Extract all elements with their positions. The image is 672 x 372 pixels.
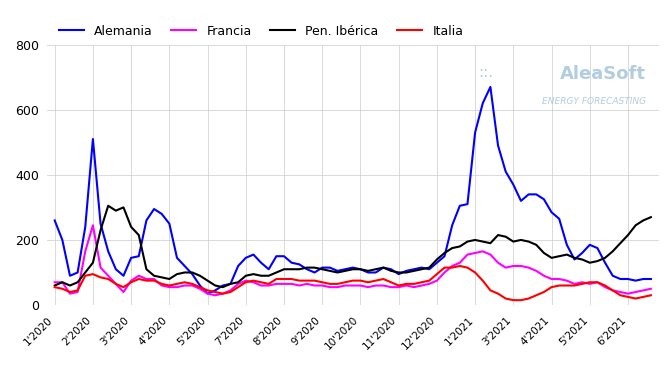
Line: Alemania: Alemania	[54, 87, 651, 294]
Francia	[204, 291, 212, 296]
Alemania	[196, 283, 204, 288]
Pen. Ibérica	[501, 234, 509, 239]
Line: Italia: Italia	[54, 266, 651, 300]
Alemania	[50, 218, 58, 222]
Text: ENERGY FORECASTING: ENERGY FORECASTING	[542, 97, 646, 106]
Text: AleaSoft: AleaSoft	[560, 65, 646, 83]
Francia	[647, 286, 655, 291]
Alemania	[303, 267, 311, 272]
Italia	[647, 293, 655, 298]
Italia	[509, 298, 517, 302]
Pen. Ibérica	[219, 285, 227, 289]
Line: Pen. Ibérica: Pen. Ibérica	[54, 206, 651, 287]
Pen. Ibérica	[204, 278, 212, 283]
Alemania	[219, 283, 227, 288]
Francia	[226, 288, 235, 293]
Pen. Ibérica	[303, 265, 311, 270]
Italia	[211, 290, 219, 294]
Italia	[288, 277, 296, 281]
Alemania	[295, 262, 303, 267]
Line: Francia: Francia	[54, 225, 651, 295]
Francia	[303, 282, 311, 286]
Italia	[456, 264, 464, 268]
Italia	[494, 291, 502, 296]
Francia	[410, 285, 418, 289]
Italia	[50, 285, 58, 289]
Italia	[295, 278, 303, 283]
Italia	[394, 283, 403, 288]
Francia	[211, 293, 219, 298]
Text: ::.: ::.	[478, 65, 493, 80]
Italia	[196, 285, 204, 289]
Francia	[501, 265, 509, 270]
Pen. Ibérica	[104, 203, 112, 208]
Francia	[50, 280, 58, 285]
Legend: Alemania, Francia, Pen. Ibérica, Italia: Alemania, Francia, Pen. Ibérica, Italia	[54, 20, 468, 43]
Alemania	[647, 277, 655, 281]
Alemania	[501, 169, 509, 174]
Francia	[89, 223, 97, 228]
Pen. Ibérica	[647, 215, 655, 219]
Alemania	[487, 85, 495, 89]
Alemania	[204, 291, 212, 296]
Pen. Ibérica	[410, 269, 418, 273]
Francia	[310, 283, 319, 288]
Pen. Ibérica	[310, 265, 319, 270]
Pen. Ibérica	[50, 283, 58, 288]
Alemania	[403, 269, 411, 273]
Pen. Ibérica	[226, 282, 235, 286]
